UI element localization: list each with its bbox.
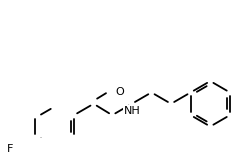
Text: NH: NH <box>123 106 140 116</box>
Text: O: O <box>115 87 124 97</box>
Text: F: F <box>7 144 13 154</box>
